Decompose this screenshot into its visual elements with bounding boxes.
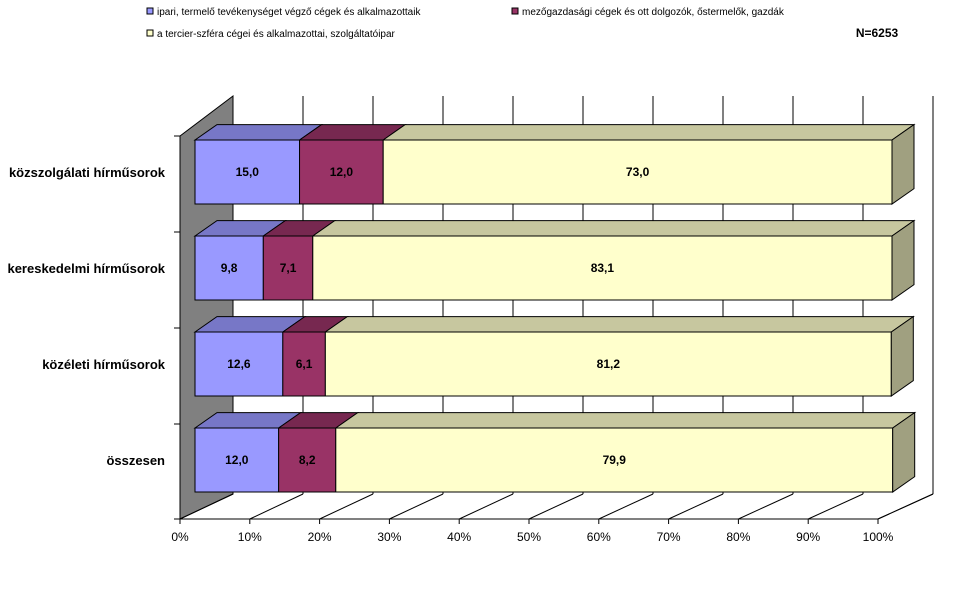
category-label: közszolgálati hírműsorok (9, 165, 166, 180)
data-label: 12,0 (330, 165, 354, 179)
bar-top-face (323, 316, 915, 333)
bar-segment (194, 427, 280, 493)
floor-gridline (528, 493, 584, 520)
x-tick-label: 20% (308, 530, 332, 544)
bar-side-face (892, 411, 916, 493)
data-label: 9,8 (221, 261, 238, 275)
category-label: kereskedelmi hírműsorok (7, 261, 165, 276)
bar-segment (312, 235, 893, 301)
bar-segment (299, 139, 384, 205)
data-label: 12,0 (225, 453, 249, 467)
legend-swatch (146, 29, 154, 37)
x-tick-label: 30% (377, 530, 401, 544)
data-label: 83,1 (591, 261, 615, 275)
x-tick-label: 80% (726, 530, 750, 544)
bar-segment (382, 139, 893, 205)
bars: 15,0 12,0 73,0 9,8 7,1 83,1 12,6 6,1 81,2 12,0 8,2… (193, 123, 917, 493)
bar-segment (194, 331, 284, 397)
data-label: 15,0 (236, 165, 260, 179)
bar-segment (262, 235, 314, 301)
x-tick-label: 50% (517, 530, 541, 544)
data-label: 8,2 (299, 453, 316, 467)
floor-gridline (179, 493, 234, 520)
data-label: 81,2 (597, 357, 621, 371)
bar-side-face (890, 315, 914, 397)
bar-top-face (311, 220, 916, 237)
floor-gridline (807, 493, 864, 520)
bar-top-face (334, 412, 917, 429)
bar-side-face (891, 219, 915, 301)
bar-side-face (891, 123, 915, 205)
data-label: 73,0 (626, 165, 650, 179)
legend-label: mezőgazdasági cégek és ott dolgozók, őst… (522, 7, 785, 18)
x-tick-label: 60% (587, 530, 611, 544)
floor-gridline (738, 493, 794, 520)
x-tick-label: 70% (657, 530, 681, 544)
axes: közszolgálati hírműsorok kereskedelmi hír… (7, 135, 894, 544)
data-label: 79,9 (603, 453, 627, 467)
legend-swatch (511, 7, 519, 15)
legend-label: a tercier-szféra cégei és alkalmazottai,… (157, 29, 396, 40)
legend-swatch (146, 7, 154, 15)
floor-gridline (319, 493, 374, 520)
bar-segment (194, 235, 264, 301)
category-label: közéleti hírműsorok (42, 357, 166, 372)
data-label: 12,6 (227, 357, 251, 371)
x-tick-label: 90% (796, 530, 820, 544)
bar-segment (282, 331, 326, 397)
bar-segment (324, 331, 892, 397)
data-label: 7,1 (280, 261, 297, 275)
bar-top-face (381, 124, 916, 141)
floor-gridline (598, 493, 654, 520)
floor-gridline (458, 493, 514, 520)
data-label: 6,1 (296, 357, 313, 371)
category-label: összesen (106, 453, 165, 468)
x-tick-label: 0% (171, 530, 189, 544)
floor-right-edge (877, 493, 934, 520)
bar-segment (335, 427, 894, 493)
floor-gridline (668, 493, 724, 520)
legend-label: ipari, termelő tevékenységet végző cégek… (157, 7, 421, 18)
floor-gridline (389, 493, 444, 520)
floor-gridline (249, 493, 304, 520)
bar-segment (194, 139, 301, 205)
sample-size-note: N=6253 (856, 26, 899, 40)
x-tick-label: 10% (238, 530, 262, 544)
legend: ipari, termelő tevékenységet végző cégek… (146, 7, 785, 40)
bar-segment (278, 427, 337, 493)
x-tick-label: 100% (863, 530, 894, 544)
x-tick-label: 40% (447, 530, 471, 544)
